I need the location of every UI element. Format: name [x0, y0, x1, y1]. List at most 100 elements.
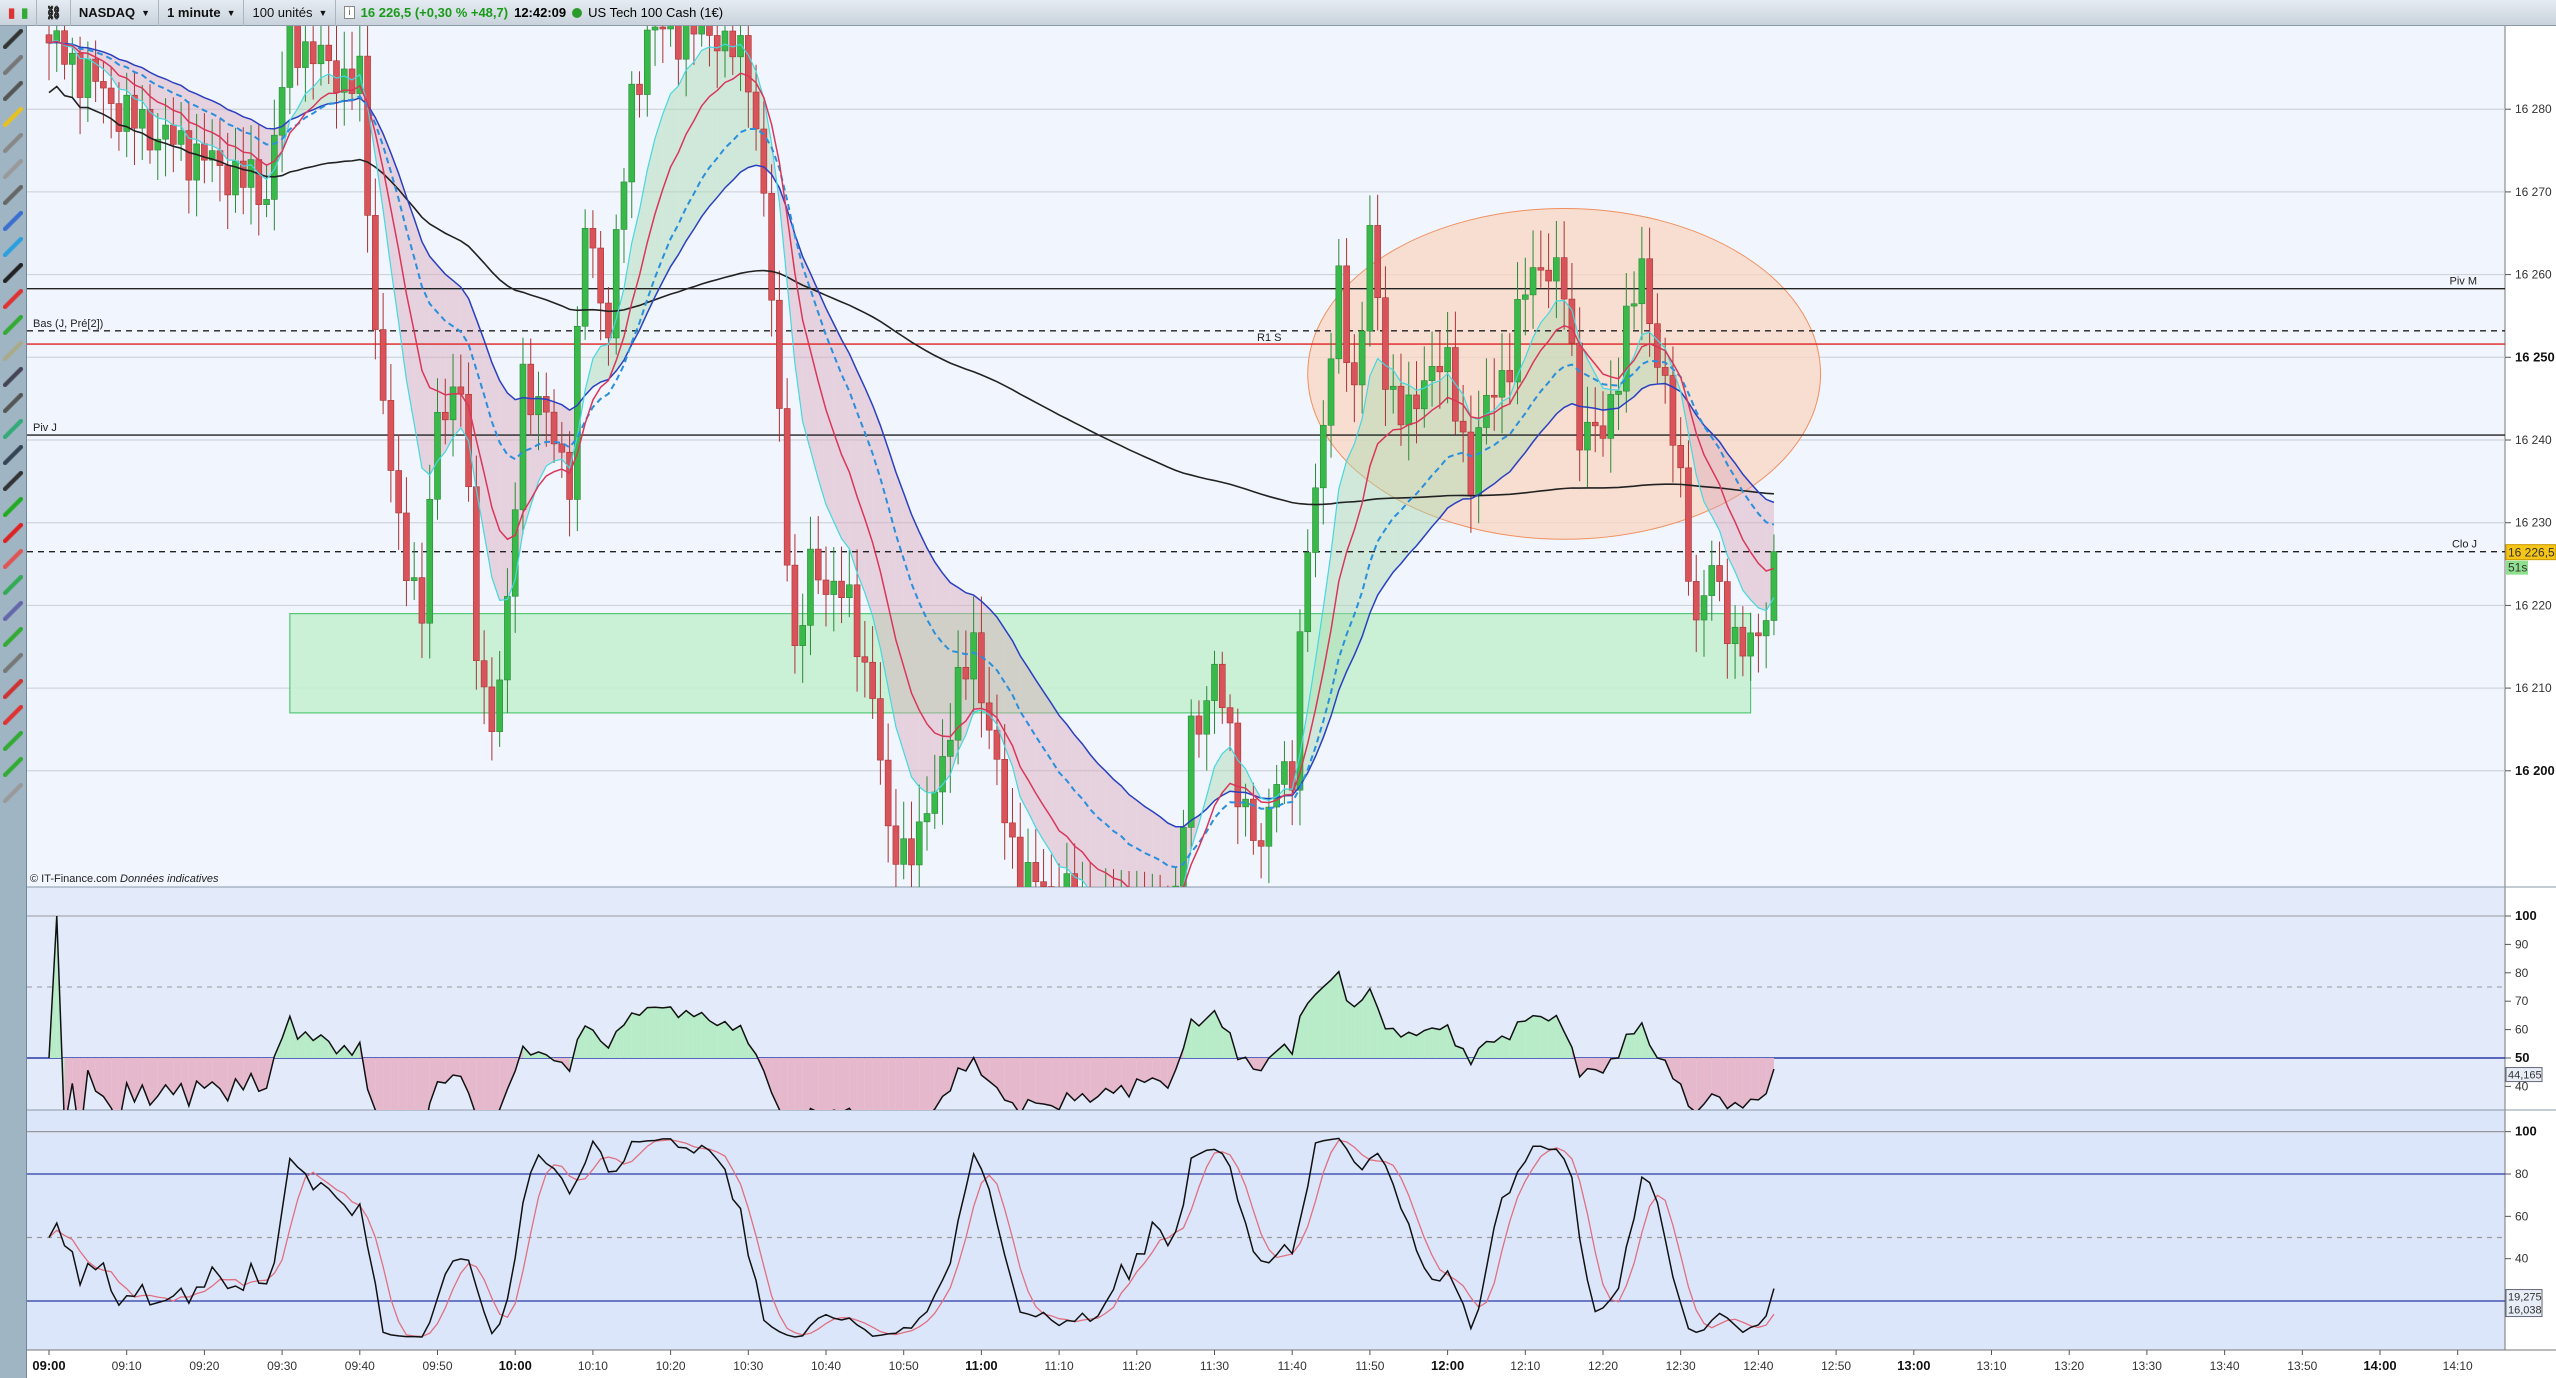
rsi-bear-fill [188, 1058, 197, 1106]
bullish-candle [511, 509, 519, 597]
time-axis[interactable] [27, 1350, 2556, 1378]
info-icon[interactable]: i [344, 6, 355, 19]
bullish-candle [138, 109, 146, 129]
bear-fill [895, 472, 904, 752]
rsi-bull-fill [1408, 1032, 1417, 1058]
drawing-tool-20-icon[interactable] [3, 523, 23, 543]
rsi-bear-fill [219, 1058, 228, 1101]
interval-select[interactable]: 1 minute ▼ [159, 0, 245, 26]
rsi-bear-fill [833, 1058, 842, 1110]
link-button[interactable]: ⛓ [37, 0, 71, 26]
drawing-tool-25-icon[interactable] [3, 653, 23, 673]
drawing-tool-15-icon[interactable] [3, 393, 23, 413]
rsi-bear-fill [888, 1058, 896, 1110]
bullish-candle [1273, 784, 1280, 808]
bearish-candle [1537, 267, 1545, 271]
bearish-candle [636, 83, 643, 95]
bearish-candle [744, 35, 752, 93]
drawing-tool-12-icon[interactable] [3, 315, 23, 335]
bullish-candle [232, 160, 239, 196]
rsi-tick-label: 40 [2515, 1079, 2529, 1093]
bear-fill [1719, 441, 1728, 556]
rsi-bull-fill [1455, 1045, 1464, 1058]
bullish-candle [846, 584, 853, 598]
rsi-bear-fill [1074, 1058, 1083, 1101]
chart-type-button[interactable]: ▮ ▮ [0, 0, 38, 26]
drawing-tool-28-icon[interactable] [3, 731, 23, 751]
rsi-bear-fill [763, 1058, 772, 1093]
drawing-tool-29-icon[interactable] [3, 757, 23, 777]
bullish-candle [177, 130, 185, 145]
drawing-tool-2-icon[interactable] [3, 55, 23, 75]
drawing-tool-24-icon[interactable] [3, 627, 23, 647]
stochastic-readout-box [2505, 1289, 2543, 1318]
bear-fill [1051, 703, 1060, 867]
stochastic-panel[interactable] [27, 1110, 2505, 1350]
bullish-candle [1747, 632, 1754, 657]
rsi-bear-fill [1719, 1058, 1728, 1109]
rsi-bear-fill [818, 1058, 826, 1110]
bearish-candle [1016, 836, 1024, 887]
rsi-bear-fill [1035, 1058, 1044, 1104]
bearish-candle [978, 632, 985, 704]
time-tick-label: 13:30 [2132, 1359, 2162, 1373]
drawing-tool-11-icon[interactable] [3, 289, 23, 309]
drawing-tool-27-icon[interactable] [3, 705, 23, 725]
drawing-tool-16-icon[interactable] [3, 419, 23, 439]
drawing-tool-13-icon[interactable] [3, 341, 23, 361]
bearish-candle [752, 91, 760, 130]
rsi-bear-fill [1105, 1058, 1114, 1094]
rsi-bear-fill [126, 1058, 135, 1102]
rsi-bear-fill [1711, 1058, 1720, 1098]
bull-fill [670, 86, 679, 267]
drawing-tool-4-icon[interactable] [3, 107, 23, 127]
rsi-bear-fill [1735, 1058, 1743, 1108]
time-tick-label: 09:00 [32, 1358, 65, 1373]
bearish-candle [403, 512, 410, 581]
drawing-tool-23-icon[interactable] [3, 601, 23, 621]
copyright: © IT-Finance.com Données indicatives [30, 873, 219, 885]
symbol-select[interactable]: NASDAQ ▼ [71, 0, 160, 26]
drawing-tool-5-icon[interactable] [3, 133, 23, 153]
units-select[interactable]: 100 unités ▼ [244, 0, 337, 26]
rsi-bear-fill [911, 1058, 920, 1110]
price-axis[interactable] [2505, 26, 2556, 1350]
bear-fill [911, 514, 920, 787]
rsi-bull-fill [1540, 1016, 1549, 1058]
bearish-candle [395, 470, 402, 514]
drawing-tool-9-icon[interactable] [3, 237, 23, 257]
drawing-tool-14-icon[interactable] [3, 367, 23, 387]
bear-fill [398, 173, 407, 380]
drawing-tool-30-icon[interactable] [3, 783, 23, 803]
rsi-bear-fill [794, 1058, 803, 1110]
bear-fill [484, 340, 492, 578]
level-label-clo-j: Clo J [2452, 539, 2477, 551]
bullish-candle [340, 68, 348, 93]
drawing-tool-1-icon[interactable] [3, 29, 23, 49]
bear-fill [1750, 483, 1759, 608]
bearish-candle [1382, 297, 1389, 390]
drawing-tool-6-icon[interactable] [3, 159, 23, 179]
chart-area[interactable]: Piv M Bas (J, Pré[2]) R1 S Piv J Clo J 16 28… [27, 26, 2556, 1378]
drawing-tool-7-icon[interactable] [3, 185, 23, 205]
drawing-tool-21-icon[interactable] [3, 549, 23, 569]
drawing-tool-22-icon[interactable] [3, 575, 23, 595]
bearish-candle [1755, 632, 1762, 637]
drawing-tool-18-icon[interactable] [3, 471, 23, 491]
rsi-bear-fill [1160, 1058, 1168, 1089]
drawing-tool-19-icon[interactable] [3, 497, 23, 517]
rsi-bear-fill [942, 1058, 951, 1097]
time-tick-label: 10:30 [733, 1359, 763, 1373]
drawing-tool-26-icon[interactable] [3, 679, 23, 699]
bullish-candle [286, 26, 294, 88]
bullish-candle [628, 83, 636, 183]
rsi-bear-fill [880, 1058, 889, 1110]
price-tick-label: 16 240 [2515, 433, 2552, 447]
bear-fill [857, 370, 865, 593]
drawing-tool-10-icon[interactable] [3, 263, 23, 283]
drawing-tool-3-icon[interactable] [3, 81, 23, 101]
drawing-tool-17-icon[interactable] [3, 445, 23, 465]
drawing-tool-8-icon[interactable] [3, 211, 23, 231]
stochastic-d-readout: 16,038 [2508, 1305, 2542, 1317]
bear-fill [1129, 794, 1137, 887]
